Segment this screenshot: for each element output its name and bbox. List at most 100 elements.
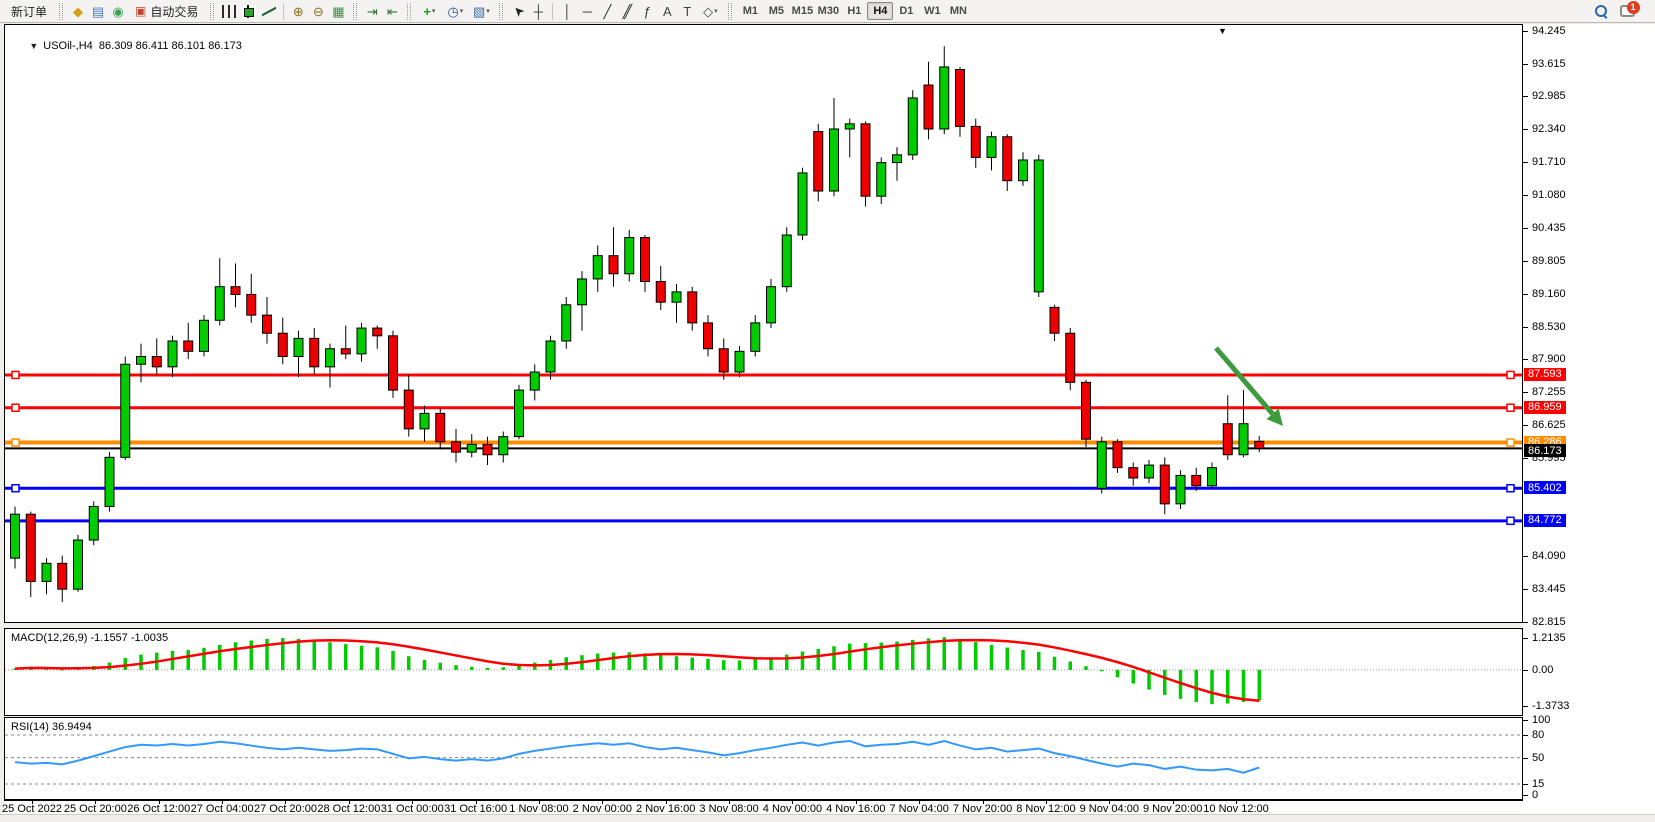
toolbar-grip: [728, 2, 733, 20]
fibonacci-icon[interactable]: ƒ: [643, 3, 651, 19]
candle-body: [498, 436, 509, 456]
zoom-out-icon[interactable]: ⊖: [312, 3, 324, 19]
chat-bubble-shape: 1: [1619, 1, 1640, 17]
annotation-arrowhead[interactable]: [1266, 408, 1283, 426]
new-order-button[interactable]: 新订单: [11, 4, 48, 19]
candle-body: [545, 340, 556, 373]
timeframe-w1[interactable]: W1: [924, 5, 941, 17]
candle-body: [892, 154, 902, 164]
chart-shift-icon[interactable]: ⇤: [386, 3, 398, 19]
horizontal-line-icon[interactable]: ─: [582, 3, 592, 19]
timeframe-d1[interactable]: D1: [899, 5, 914, 17]
candle-body: [1191, 474, 1202, 487]
hline-handle[interactable]: [1506, 403, 1515, 412]
auto-scroll-icon[interactable]: ⇥: [366, 3, 378, 19]
axis-tick-mark: [1523, 719, 1528, 721]
timeframe-m30[interactable]: M30: [817, 5, 840, 17]
annotation-arrow-shaft[interactable]: [1214, 346, 1275, 416]
candle-body: [970, 125, 981, 158]
profiles-icon[interactable]: ▤: [91, 3, 105, 19]
line-chart-icon-shape: [262, 5, 276, 18]
hline-handle[interactable]: [1506, 516, 1515, 526]
candle-body: [246, 293, 257, 316]
label-icon[interactable]: T: [683, 3, 692, 19]
axis-tick-mark: [1523, 96, 1528, 98]
hline-handle[interactable]: [1506, 438, 1515, 447]
hline-handle[interactable]: [11, 403, 20, 412]
zoom-in-icon[interactable]: ⊕: [292, 3, 304, 19]
candlesticks-icon-shape: [242, 4, 257, 18]
candle-body: [577, 278, 587, 306]
macd-hist-bar: [407, 656, 411, 670]
templates-icon[interactable]: ▧ ▾: [472, 3, 490, 19]
bars-icon[interactable]: [219, 2, 239, 21]
candle-body: [340, 348, 351, 355]
candle-body: [1096, 441, 1107, 489]
macd-hist-bar: [911, 639, 915, 670]
candlesticks-icon[interactable]: [239, 2, 259, 21]
macd-hist-bar: [1021, 649, 1025, 670]
axis-tick-mark: [1523, 457, 1528, 459]
time-tick-label: 26 Oct 12:00: [127, 803, 191, 815]
macd-tick-label: -1.3733: [1532, 699, 1570, 712]
candle-body: [703, 322, 713, 350]
hline-handle[interactable]: [11, 483, 20, 493]
time-tick-label: 7 Nov 04:00: [889, 803, 949, 815]
indicators-icon[interactable]: + ▾: [423, 3, 436, 19]
notifications-icon[interactable]: 1: [1617, 1, 1640, 21]
candle-body: [766, 286, 776, 324]
time-tick-mark: [1236, 801, 1238, 804]
timeframe-mn[interactable]: MN: [949, 5, 967, 17]
macd-hist-bar: [1226, 669, 1230, 704]
axis-tick-mark: [1523, 63, 1528, 65]
axis-tick-mark: [1523, 669, 1528, 671]
candle-body: [262, 314, 272, 334]
macd-hist-bar: [926, 638, 931, 670]
timeframe-m1[interactable]: M1: [742, 5, 759, 17]
line-chart-icon[interactable]: [259, 2, 279, 21]
macd-hist-bar: [989, 644, 994, 670]
shapes-icon[interactable]: ◇ ▾: [703, 3, 718, 19]
trendline-icon[interactable]: ╱: [603, 3, 612, 19]
new-chart-icon[interactable]: ◆: [73, 3, 84, 19]
tile-windows-icon[interactable]: ▦: [332, 3, 345, 19]
chart-shift-marker-icon[interactable]: ▼: [1218, 26, 1227, 36]
text-icon[interactable]: A: [663, 3, 672, 19]
candle-body: [136, 355, 146, 365]
vertical-line-icon[interactable]: │: [563, 3, 572, 19]
timeframe-m15[interactable]: M15: [791, 5, 814, 17]
autotrading-button[interactable]: ▣ 自动交易: [135, 4, 199, 19]
channel-icon[interactable]: ╱╱: [622, 3, 632, 19]
time-axis[interactable]: 25 Oct 2022 25 Oct 20:00 26 Oct 12:00 27 Oc…: [2, 800, 1523, 815]
periods-icon[interactable]: ◷ ▾: [447, 3, 464, 19]
rsi-indicator-pane[interactable]: RSI(14) 36.9494: [4, 717, 1523, 800]
timeframe-h4[interactable]: H4: [867, 2, 894, 20]
hline-handle[interactable]: [11, 370, 20, 380]
price-axis[interactable]: 94.245 93.615 92.985 92.340 91.710 91.080 90.4…: [1523, 24, 1655, 814]
axis-tick-mark: [1523, 556, 1528, 558]
hline-handle[interactable]: [1506, 370, 1515, 380]
timeframe-h1[interactable]: H1: [847, 5, 862, 17]
signals-icon[interactable]: ◉: [112, 3, 124, 19]
macd-indicator-pane[interactable]: MACD(12,26,9) -1.1557 -1.0035: [4, 628, 1523, 716]
price-tick-label: 84.090: [1532, 550, 1566, 563]
candle-body: [104, 456, 115, 507]
price-tick-label: 91.080: [1532, 188, 1566, 201]
axis-tick-mark: [1523, 638, 1528, 639]
candle-body: [1175, 474, 1186, 505]
time-tick-label: 27 Oct 04:00: [190, 803, 254, 815]
hline-handle[interactable]: [1506, 483, 1515, 493]
time-tick-mark: [665, 801, 667, 804]
price-chart-pane[interactable]: ▼ USOil-,H4 86.309 86.411 86.101 86.173 ▼: [4, 24, 1523, 623]
chart-ohlc-values: 86.309 86.411 86.101 86.173: [98, 40, 242, 52]
symbol-dropdown-icon[interactable]: ▼: [29, 41, 39, 51]
time-tick-label: 1 Nov 08:00: [509, 803, 569, 815]
search-icon[interactable]: [1591, 2, 1611, 21]
macd-hist-bar: [186, 649, 190, 670]
crosshair-icon[interactable]: ┼: [533, 3, 543, 19]
cursor-icon[interactable]: ➤: [509, 1, 528, 21]
price-tick-label: 94.245: [1532, 24, 1566, 37]
hline-handle[interactable]: [11, 438, 20, 447]
price-tick-label: 93.615: [1532, 57, 1566, 70]
timeframe-m5[interactable]: M5: [768, 5, 785, 17]
